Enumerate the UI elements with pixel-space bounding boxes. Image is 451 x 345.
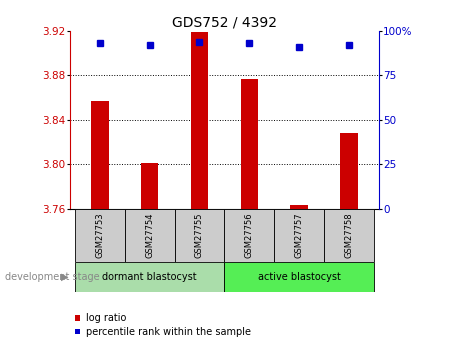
Bar (240, 79, 258, 209)
Bar (75, 262, 225, 292)
Text: percentile rank within the sample: percentile rank within the sample (86, 327, 251, 336)
Bar (324, 209, 374, 262)
Bar (141, 163, 158, 209)
Text: GSM27754: GSM27754 (145, 213, 154, 258)
Bar (75, 315, 80, 321)
Text: GSM27755: GSM27755 (195, 213, 204, 258)
Bar (75, 209, 125, 262)
Text: GSM27757: GSM27757 (295, 213, 304, 258)
Bar (225, 262, 374, 292)
Text: GSM27753: GSM27753 (95, 213, 104, 258)
Bar (175, 209, 225, 262)
Text: dormant blastocyst: dormant blastocyst (102, 272, 197, 282)
Text: GSM27758: GSM27758 (345, 213, 354, 258)
Text: GSM27756: GSM27756 (245, 213, 254, 258)
Text: active blastocyst: active blastocyst (258, 272, 341, 282)
Bar (225, 209, 274, 262)
Title: GDS752 / 4392: GDS752 / 4392 (172, 16, 277, 30)
Bar (274, 209, 324, 262)
Bar (191, 32, 208, 209)
Bar (75, 329, 80, 334)
Bar (290, 205, 308, 209)
Text: development stage: development stage (5, 272, 99, 282)
Text: ▶: ▶ (61, 272, 69, 282)
Text: log ratio: log ratio (86, 313, 126, 323)
Bar (91, 101, 109, 209)
Bar (340, 133, 358, 209)
Bar (125, 209, 175, 262)
